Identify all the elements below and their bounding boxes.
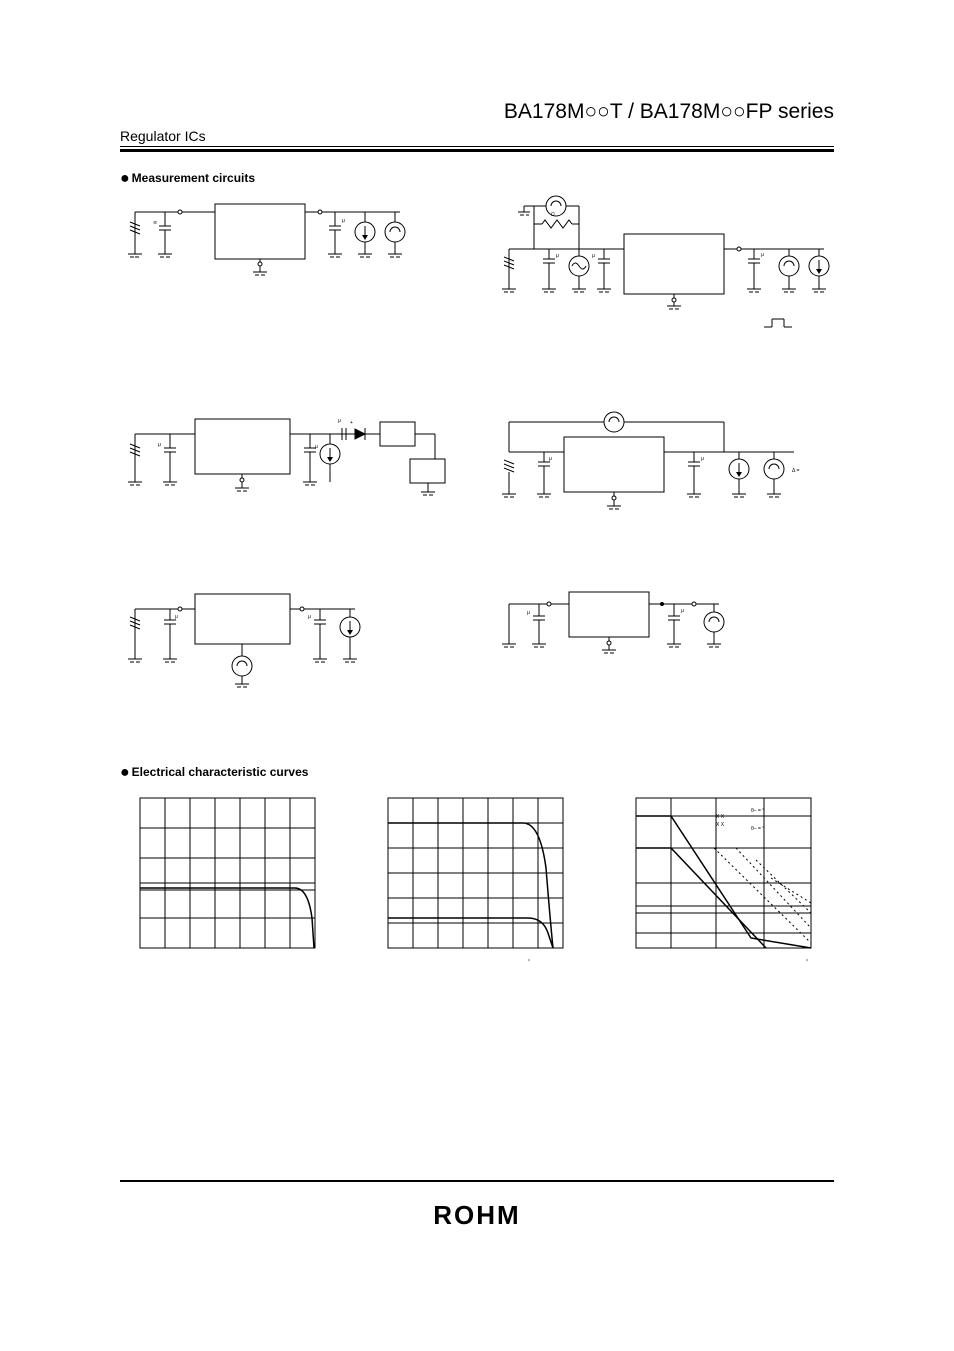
svg-text:θ– = °: θ– = °: [751, 826, 764, 832]
circuit-6: μ μ: [494, 584, 834, 704]
page-header: BA178M○○T / BA178M○○FP series Regulator …: [120, 100, 834, 152]
svg-text:μ: μ: [315, 444, 318, 450]
page-footer: ROHM: [120, 1180, 834, 1231]
svg-text:μ: μ: [761, 252, 764, 258]
svg-text:°: °: [806, 959, 808, 965]
curve-3: X X X X θ– = ° θ– = ° °: [616, 788, 834, 968]
svg-text:μ: μ: [338, 418, 341, 424]
svg-text:μ: μ: [175, 614, 178, 620]
svg-text:X X: X X: [716, 822, 725, 828]
series-title: BA178M○○T / BA178M○○FP series: [120, 100, 834, 124]
svg-text:X X: X X: [716, 814, 725, 820]
circuit-5: μ μ: [120, 584, 454, 704]
curve-2: °: [368, 788, 586, 968]
svg-text:°: °: [528, 959, 530, 965]
footer-rule: [120, 1180, 834, 1182]
rohm-logo: ROHM: [120, 1200, 834, 1231]
bullet-icon: ●: [120, 764, 130, 781]
curve-1: [120, 788, 338, 968]
svg-text:μ: μ: [592, 253, 595, 259]
curves-grid: °: [120, 788, 834, 968]
svg-text:μ: μ: [342, 218, 345, 224]
svg-text:μ: μ: [556, 253, 559, 259]
svg-text:μ: μ: [308, 614, 311, 620]
circuit-3: μ μ +: [120, 404, 454, 524]
electrical-curves-heading: ●Electrical characteristic curves: [120, 764, 834, 782]
measurement-title-text: Measurement circuits: [132, 171, 255, 185]
curves-title-text: Electrical characteristic curves: [132, 765, 309, 779]
circuit-grid: ≅ μ: [120, 194, 834, 704]
circuit-4: μ μ: [494, 404, 834, 524]
svg-text:μ: μ: [549, 456, 552, 462]
svg-text:θ– = °: θ– = °: [751, 808, 764, 814]
svg-text:Δ =: Δ =: [792, 468, 799, 474]
circuit-1: ≅ μ: [120, 194, 454, 344]
category-label: Regulator ICs: [120, 128, 834, 147]
measurement-circuits-heading: ●Measurement circuits: [120, 170, 834, 188]
svg-text:+: +: [350, 420, 353, 426]
bullet-icon: ●: [120, 170, 130, 187]
header-rule: [120, 149, 834, 152]
svg-text:μ: μ: [681, 608, 684, 614]
svg-text:μ: μ: [527, 610, 530, 616]
svg-text:≅: ≅: [153, 220, 157, 226]
circuit-2: Ω: [494, 194, 834, 344]
svg-text:μ: μ: [158, 442, 161, 448]
svg-text:μ: μ: [701, 456, 704, 462]
